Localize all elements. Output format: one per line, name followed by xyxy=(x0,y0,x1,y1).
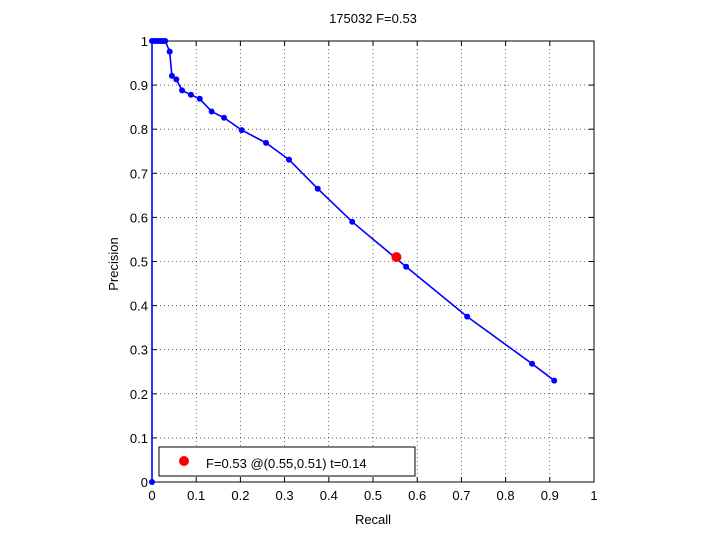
y-tick-label: 0.6 xyxy=(130,210,148,225)
x-tick-label: 0.1 xyxy=(187,488,205,503)
data-point xyxy=(173,76,180,83)
data-point xyxy=(314,185,321,192)
x-tick-label: 0.5 xyxy=(364,488,382,503)
data-point xyxy=(162,38,169,44)
grid xyxy=(152,41,594,482)
y-tick-label: 0.3 xyxy=(130,343,148,358)
x-tick-label: 0.6 xyxy=(408,488,426,503)
data-point xyxy=(464,313,471,320)
y-tick-label: 0.9 xyxy=(130,78,148,93)
data-point xyxy=(403,263,410,270)
data-point xyxy=(551,377,558,384)
data-point xyxy=(263,139,270,146)
x-axis-label: Recall xyxy=(355,512,391,527)
data-point xyxy=(179,87,186,94)
data-point xyxy=(187,91,194,98)
legend-label: F=0.53 @(0.55,0.51) t=0.14 xyxy=(206,456,367,471)
y-tick-label: 0.4 xyxy=(130,299,148,314)
data-point xyxy=(208,108,215,115)
x-tick-label: 0.3 xyxy=(276,488,294,503)
x-tick-label: 1 xyxy=(590,488,597,503)
data-point xyxy=(166,48,173,55)
y-tick-label: 0.1 xyxy=(130,431,148,446)
y-tick-label: 0.2 xyxy=(130,387,148,402)
legend-box xyxy=(158,446,416,477)
y-axis-label: Precision xyxy=(106,237,121,290)
data-point xyxy=(529,360,536,367)
y-tick-label: 0.7 xyxy=(130,166,148,181)
data-point xyxy=(286,156,293,163)
data-point xyxy=(221,114,228,121)
legend-marker xyxy=(179,456,189,466)
x-tick-label: 0.8 xyxy=(497,488,515,503)
x-tick-label: 0.7 xyxy=(452,488,470,503)
best-f-point xyxy=(391,252,402,263)
y-tick-label: 0 xyxy=(141,475,148,490)
series xyxy=(149,38,558,485)
chart-title: 175032 F=0.53 xyxy=(329,11,417,26)
series-1 xyxy=(391,252,402,263)
y-tick-label: 1 xyxy=(141,34,148,49)
x-tick-label: 0.2 xyxy=(231,488,249,503)
x-tick-label: 0 xyxy=(148,488,155,503)
x-tick-label: 0.4 xyxy=(320,488,338,503)
legend: F=0.53 @(0.55,0.51) t=0.14 xyxy=(158,446,416,477)
data-point xyxy=(349,218,356,225)
ticks: 0 0.1 0.2 0.3 0.4 0.5 0.6 0.7 0.8 0.9 1 0 0.1 0.2 0.3 0… xyxy=(130,34,598,503)
data-point xyxy=(238,127,245,134)
x-tick-label: 0.9 xyxy=(541,488,559,503)
data-point xyxy=(149,479,155,485)
data-point xyxy=(168,72,175,79)
data-point xyxy=(196,95,203,102)
y-tick-label: 0.8 xyxy=(130,122,148,137)
series-0 xyxy=(149,38,558,485)
y-tick-label: 0.5 xyxy=(130,255,148,270)
